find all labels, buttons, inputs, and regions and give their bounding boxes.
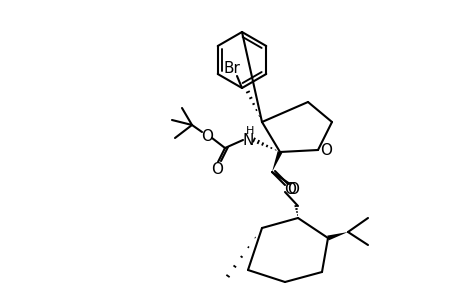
Text: N: N <box>242 133 253 148</box>
Text: O: O <box>201 128 213 143</box>
Text: Br: Br <box>223 61 240 76</box>
Text: H: H <box>245 126 254 136</box>
Text: O: O <box>211 161 223 176</box>
Text: O: O <box>286 182 298 197</box>
Text: O: O <box>283 182 295 197</box>
Text: O: O <box>319 142 331 158</box>
Polygon shape <box>271 151 282 172</box>
Polygon shape <box>326 232 347 240</box>
